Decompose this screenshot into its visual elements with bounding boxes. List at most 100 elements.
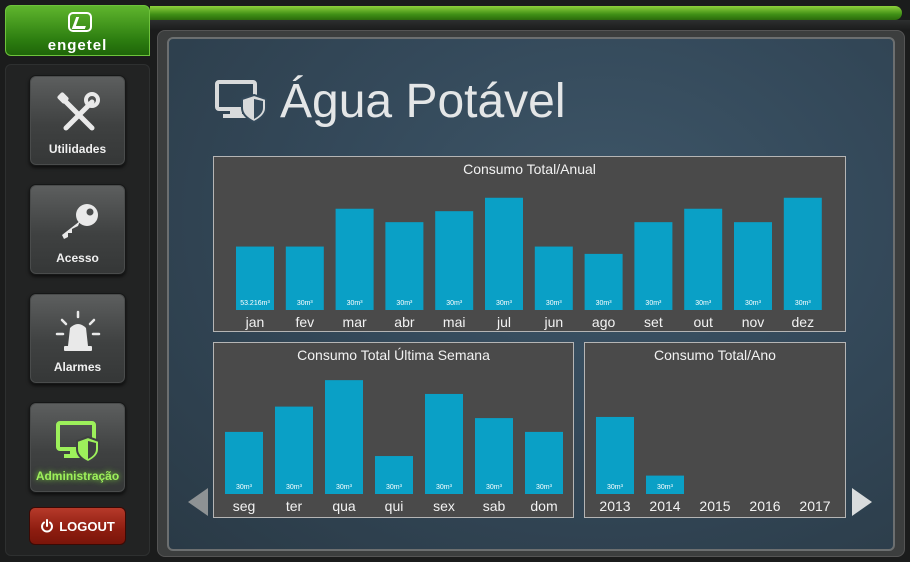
data-label: 30m³ (486, 484, 503, 491)
top-shade (150, 20, 910, 30)
bar-seg (225, 431, 263, 494)
data-label: 30m³ (607, 484, 624, 491)
chart-title: Consumo Total/Anual (463, 161, 596, 177)
bar-sab (475, 418, 513, 494)
category-label: nov (742, 314, 765, 330)
bar-mar (335, 208, 374, 310)
data-label: 30m³ (745, 300, 762, 307)
category-label: qua (332, 498, 356, 514)
logo-mark-icon (68, 12, 92, 32)
sidebar-item-utilidades[interactable]: Utilidades (29, 75, 126, 166)
data-label: 30m³ (546, 300, 563, 307)
brand-name: engetel (47, 37, 108, 54)
sidebar-item-label: Utilidades (48, 142, 107, 156)
category-label: mai (443, 314, 466, 330)
alarm-light-icon (55, 310, 101, 351)
data-label: 30m³ (347, 300, 364, 307)
bar-nov (734, 222, 772, 310)
bar-mai (435, 211, 474, 310)
category-label: seg (233, 498, 256, 514)
chart-title: Consumo Total Última Semana (297, 347, 490, 363)
category-label: jul (496, 314, 511, 330)
category-label: dez (792, 314, 815, 330)
bar-dom (525, 431, 563, 494)
annual-bar-chart: 53.216m³ jan 30m³ fev 30m³ mar 30m³ abr 30m³ mai 3… (236, 197, 822, 330)
next-arrow-icon[interactable] (850, 486, 874, 518)
bar-jul (485, 197, 523, 310)
sidebar-item-label: Alarmes (53, 360, 102, 374)
monitor-shield-icon (215, 80, 267, 124)
data-label: 30m³ (536, 484, 553, 491)
category-label: 2017 (799, 498, 830, 514)
data-label: 30m³ (386, 484, 403, 491)
sidebar-item-label: Acesso (56, 251, 99, 265)
data-label: 30m³ (446, 300, 463, 307)
year-bar-chart: 30m³ 2013 30m³ 2014 2015 2016 2017 (596, 416, 831, 514)
category-label: fev (295, 314, 314, 330)
key-icon (62, 204, 98, 239)
bar-fev (285, 246, 324, 310)
category-label: dom (530, 498, 557, 514)
bar-sex (425, 393, 463, 494)
sidebar-item-acesso[interactable]: Acesso (29, 184, 126, 275)
category-label: sex (433, 498, 455, 514)
category-label: jan (245, 314, 265, 330)
logout-label: LOGOUT (59, 518, 115, 534)
data-label: 30m³ (795, 300, 812, 307)
monitor-shield-icon (56, 421, 100, 464)
sidebar-item-administracao[interactable]: Administração (29, 402, 126, 493)
category-label: 2013 (599, 498, 630, 514)
category-label: ago (592, 314, 616, 330)
bar-qui (375, 456, 413, 494)
bar-abr (385, 222, 424, 310)
data-label: 30m³ (695, 300, 712, 307)
category-label: 2014 (649, 498, 680, 514)
category-label: ter (286, 498, 303, 514)
bar-jun (534, 246, 573, 310)
category-label: jun (543, 314, 563, 330)
previous-arrow-icon[interactable] (186, 486, 210, 518)
data-label: 30m³ (657, 484, 674, 491)
data-label: 30m³ (496, 300, 513, 307)
page-title: Água Potável (280, 75, 566, 128)
data-label: 30m³ (596, 300, 613, 307)
week-bar-chart: 30m³ seg 30m³ ter 30m³ qua 30m³ qui 30m³ sex 30m³ s… (225, 380, 563, 514)
bar-2014 (646, 475, 684, 494)
chart-panel-week: Consumo Total Última Semana 30m³ seg 30m³ t… (213, 342, 574, 518)
data-label: 30m³ (645, 300, 662, 307)
category-label: 2015 (699, 498, 730, 514)
bar-2013 (596, 416, 634, 494)
data-label: 30m³ (336, 484, 353, 491)
top-accent-bar (150, 6, 902, 20)
category-label: set (644, 314, 663, 330)
bar-jan (236, 246, 274, 310)
chart-panel-annual: Consumo Total/Anual 53.216m³ jan 30m³ fev 30… (213, 156, 846, 332)
category-label: 2016 (749, 498, 780, 514)
tools-icon (57, 92, 100, 131)
bar-ter (275, 406, 313, 494)
category-label: qui (385, 498, 404, 514)
data-label: 30m³ (297, 300, 314, 307)
bar-qua (325, 380, 363, 494)
data-label: 30m³ (286, 484, 303, 491)
category-label: out (693, 314, 713, 330)
bar-out (684, 208, 723, 310)
category-label: abr (394, 314, 415, 330)
sidebar: Utilidades Acesso Alarmes (5, 64, 150, 556)
chart-title: Consumo Total/Ano (654, 347, 776, 363)
category-label: sab (483, 498, 506, 514)
category-label: mar (343, 314, 367, 330)
sidebar-item-alarmes[interactable]: Alarmes (29, 293, 126, 384)
data-label: 30m³ (396, 300, 413, 307)
bar-ago (584, 253, 623, 310)
data-label: 53.216m³ (240, 300, 270, 307)
data-label: 30m³ (436, 484, 453, 491)
power-icon (41, 519, 54, 533)
bar-dez (783, 197, 822, 310)
sidebar-item-label: Administração (35, 469, 120, 483)
engetel-logo: engetel (5, 5, 150, 56)
bar-set (634, 222, 673, 310)
chart-panel-year: Consumo Total/Ano 30m³ 2013 30m³ 2014 2015 20… (584, 342, 846, 518)
data-label: 30m³ (236, 484, 253, 491)
logout-button[interactable]: LOGOUT (29, 507, 126, 545)
